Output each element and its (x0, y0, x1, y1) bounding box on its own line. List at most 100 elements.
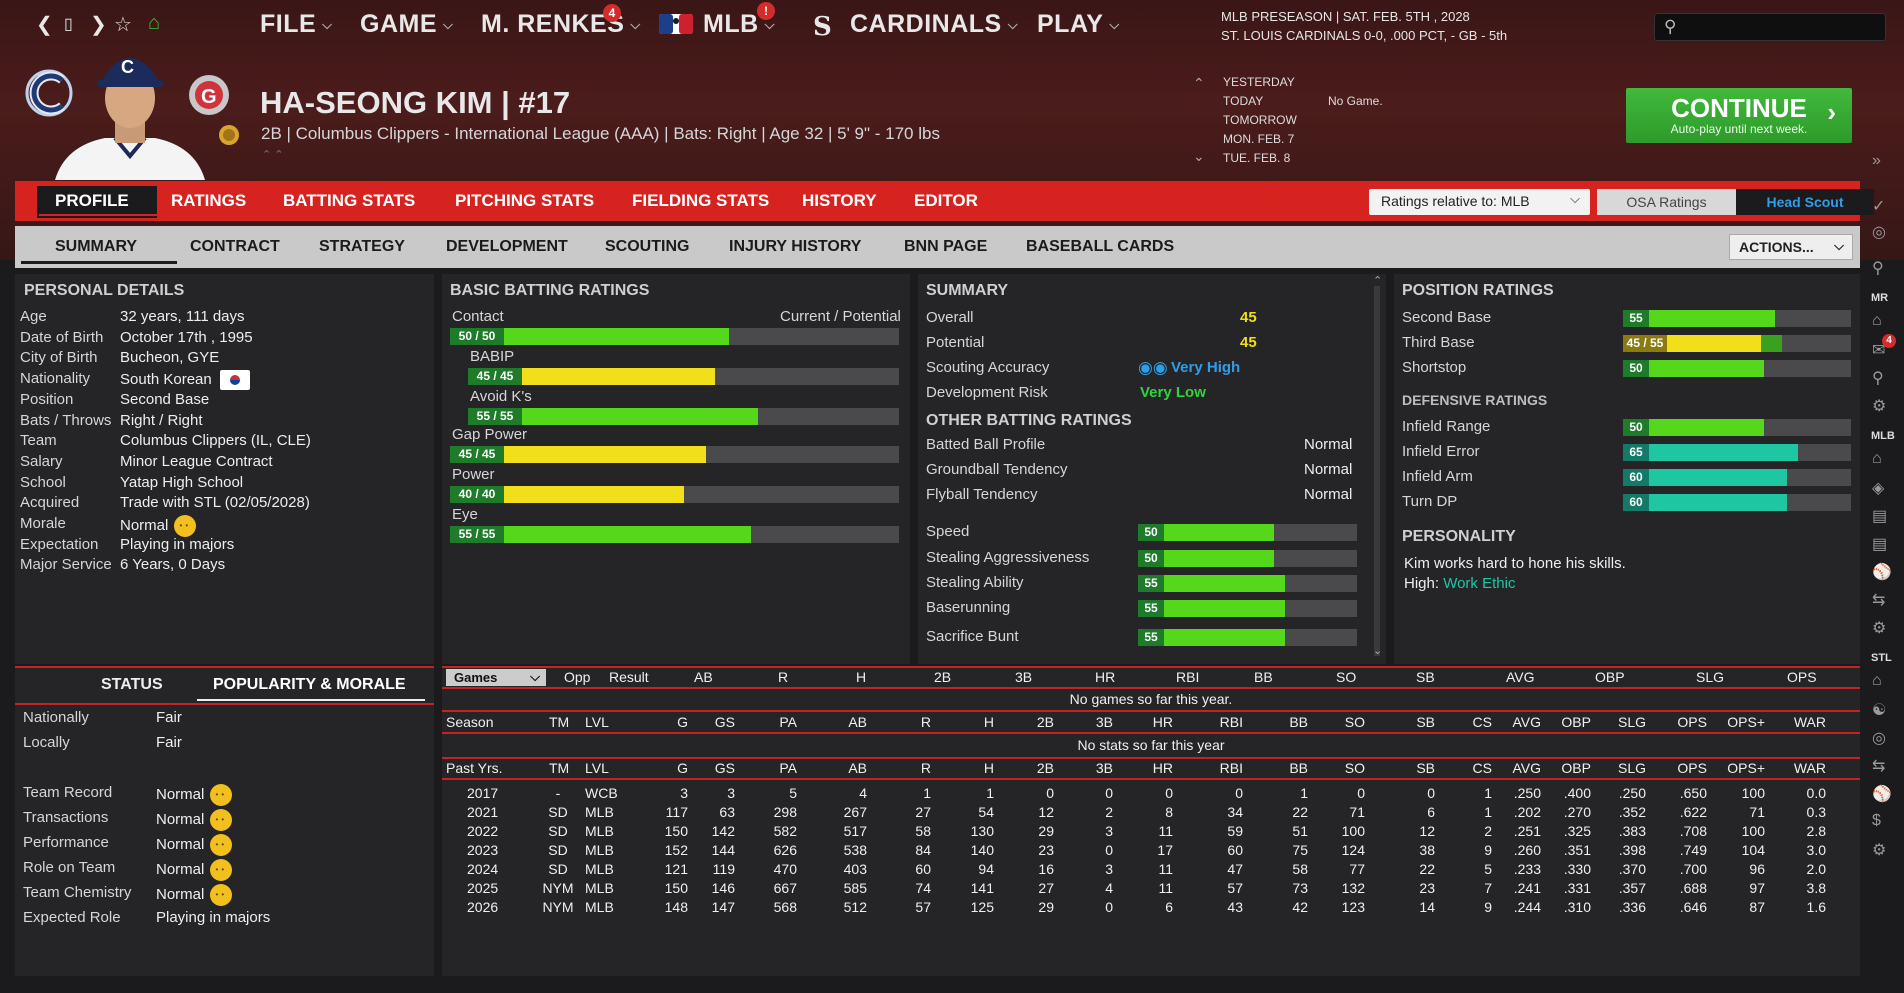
page-icon[interactable]: ▯ (64, 16, 73, 33)
stat-col-header[interactable]: OBP (1561, 760, 1591, 776)
trade-icon[interactable]: ⇆ (1872, 758, 1886, 775)
stat-col-header[interactable]: TM (549, 714, 570, 730)
menu-game[interactable]: GAME ⌵ (360, 10, 453, 39)
table-row[interactable]: 2023 SD MLB 152 144 626 538 84 140 23 0 17 60 75 124 38… (442, 841, 1860, 860)
stat-col-header[interactable]: PA (779, 714, 797, 730)
stat-col-header[interactable]: R (920, 714, 931, 730)
games-col-header[interactable]: BB (1254, 669, 1273, 685)
stat-col-header[interactable]: GS (714, 714, 735, 730)
stat-col-header[interactable]: SLG (1617, 760, 1646, 776)
games-col-header[interactable]: AB (694, 669, 713, 685)
stat-col-header[interactable]: HR (1152, 760, 1173, 776)
stat-col-header[interactable]: GS (714, 760, 735, 776)
stat-col-header[interactable]: 2B (1036, 760, 1054, 776)
stat-col-header[interactable]: LVL (585, 760, 609, 776)
games-col-header[interactable]: OPS (1787, 669, 1817, 685)
stat-col-header[interactable]: WAR (1793, 760, 1826, 776)
stat-col-header[interactable]: PA (779, 760, 797, 776)
stat-col-header[interactable]: SLG (1617, 714, 1646, 730)
stat-col-header[interactable]: AB (848, 760, 867, 776)
games-col-header[interactable]: SLG (1696, 669, 1725, 685)
games-select[interactable]: Games ⌵ (446, 669, 546, 686)
globe-icon[interactable]: ◎ (1872, 224, 1886, 241)
date-tue[interactable]: TUE. FEB. 8 (1223, 151, 1291, 165)
games-col-header[interactable]: 2B (934, 669, 952, 685)
home-stl-icon[interactable]: ⌂ (1872, 672, 1882, 689)
table-row[interactable]: 2021 SD MLB 117 63 298 267 27 54 12 2 8 34 22 71 6 1 .202… (442, 803, 1860, 822)
search-sidebar-icon[interactable]: ⚲ (1872, 370, 1884, 387)
chart-icon[interactable]: ▤ (1872, 536, 1888, 553)
stat-col-header[interactable]: SO (1344, 760, 1365, 776)
back-arrow-icon[interactable]: ❮ (36, 14, 53, 36)
roster-icon[interactable]: ☯ (1872, 702, 1887, 719)
home-mlb-icon[interactable]: ⌂ (1872, 450, 1882, 467)
bulb-icon[interactable]: ⚲ (1872, 260, 1884, 277)
baseball-icon[interactable]: ⚾ (1872, 564, 1892, 581)
tab-scouting[interactable]: SCOUTING (605, 238, 690, 255)
stat-col-header[interactable]: BB (1289, 714, 1308, 730)
date-today[interactable]: TODAY (1223, 94, 1264, 108)
games-col-header[interactable]: OBP (1595, 669, 1625, 685)
collapse-chevrons-icon[interactable]: ⌃ ⌃ (262, 149, 284, 161)
tab-contract[interactable]: CONTRACT (190, 238, 280, 255)
games-col-header[interactable]: SO (1336, 669, 1357, 685)
stat-col-header[interactable]: OPS (1677, 760, 1707, 776)
stat-col-header[interactable]: OPS+ (1727, 714, 1765, 730)
stat-col-header[interactable]: OPS+ (1727, 760, 1765, 776)
head-scout-button[interactable]: Head Scout (1736, 189, 1874, 215)
stat-col-header[interactable]: 2B (1036, 714, 1054, 730)
stat-col-header[interactable]: CS (1472, 714, 1492, 730)
search-input[interactable] (1689, 17, 1879, 37)
stat-col-header[interactable]: 3B (1095, 714, 1113, 730)
stat-col-header[interactable]: H (983, 714, 994, 730)
table-row[interactable]: 2026 NYM MLB 148 147 568 512 57 125 29 0 6 43 42 123 14… (442, 898, 1860, 917)
home-sidebar-icon[interactable]: ⌂ (1872, 312, 1882, 329)
tab-history[interactable]: HISTORY (802, 191, 877, 210)
date-down-chevron-icon[interactable]: ⌄ (1193, 148, 1205, 164)
ratings-relative-select[interactable]: Ratings relative to: MLB ⌵ (1369, 189, 1590, 215)
scroll-down-icon[interactable]: ⌄ (1373, 645, 1383, 657)
ball-icon[interactable]: ⚾ (1872, 786, 1892, 803)
actions-dropdown[interactable]: ACTIONS... ⌵ (1729, 234, 1853, 260)
games-col-header[interactable]: R (778, 669, 789, 685)
tab-bnn-page[interactable]: BNN PAGE (904, 238, 988, 255)
tab-ratings[interactable]: RATINGS (171, 191, 247, 210)
stat-col-header[interactable]: SB (1416, 760, 1435, 776)
stat-col-header[interactable]: SO (1344, 714, 1365, 730)
shield-icon[interactable]: ◈ (1872, 480, 1885, 497)
stat-col-header[interactable]: G (677, 714, 688, 730)
games-col-header[interactable]: RBI (1176, 669, 1200, 685)
target-icon[interactable]: ◎ (1872, 730, 1886, 747)
table-row[interactable]: 2025 NYM MLB 150 146 667 585 74 141 27 4 11 57 73 132 2… (442, 879, 1860, 898)
table-row[interactable]: 2022 SD MLB 150 142 582 517 58 130 29 3 11 59 51 100 12… (442, 822, 1860, 841)
games-col-header[interactable]: HR (1095, 669, 1116, 685)
calendar-icon[interactable]: ▤ (1872, 508, 1888, 525)
games-col-header[interactable]: Opp (564, 669, 591, 685)
stat-col-header[interactable]: CS (1472, 760, 1492, 776)
tab-editor[interactable]: EDITOR (914, 191, 978, 210)
tab-status[interactable]: STATUS (101, 676, 163, 693)
osa-ratings-button[interactable]: OSA Ratings (1597, 189, 1736, 215)
mail-icon[interactable]: ✉ (1872, 342, 1886, 359)
dollar-icon[interactable]: $ (1872, 812, 1881, 829)
stat-col-header[interactable]: TM (549, 760, 570, 776)
gear-icon[interactable]: ⚙ (1872, 398, 1887, 415)
scrollbar[interactable] (1374, 286, 1380, 656)
menu-manager[interactable]: M. RENKES ⌵ (481, 10, 641, 39)
menu-file[interactable]: FILE ⌵ (260, 10, 333, 39)
tab-summary[interactable]: SUMMARY (55, 238, 138, 255)
stat-col-header[interactable]: AVG (1512, 760, 1541, 776)
scroll-up-icon[interactable]: ⌃ (1373, 275, 1383, 287)
forward-arrow-icon[interactable]: ❯ (90, 14, 107, 36)
games-col-header[interactable]: AVG (1506, 669, 1535, 685)
tab-batting-stats[interactable]: BATTING STATS (283, 191, 416, 210)
tab-popularity-morale[interactable]: POPULARITY & MORALE (213, 676, 406, 693)
games-col-header[interactable]: H (856, 669, 867, 685)
team-settings-icon[interactable]: ⚙ (1872, 842, 1887, 859)
table-row[interactable]: 2017- WCB 3 3 5 4 1 1 0 0 0 0 1 0 0 1.250.400.250.650 10… (442, 784, 1860, 803)
stat-col-header[interactable]: Past Yrs. (446, 760, 503, 776)
menu-mlb[interactable]: MLB ⌵ (703, 10, 775, 39)
games-col-header[interactable]: Result (609, 669, 649, 685)
date-tomorrow[interactable]: TOMORROW (1223, 113, 1297, 127)
continue-button[interactable]: CONTINUE Auto-play until next week. › (1626, 88, 1852, 143)
